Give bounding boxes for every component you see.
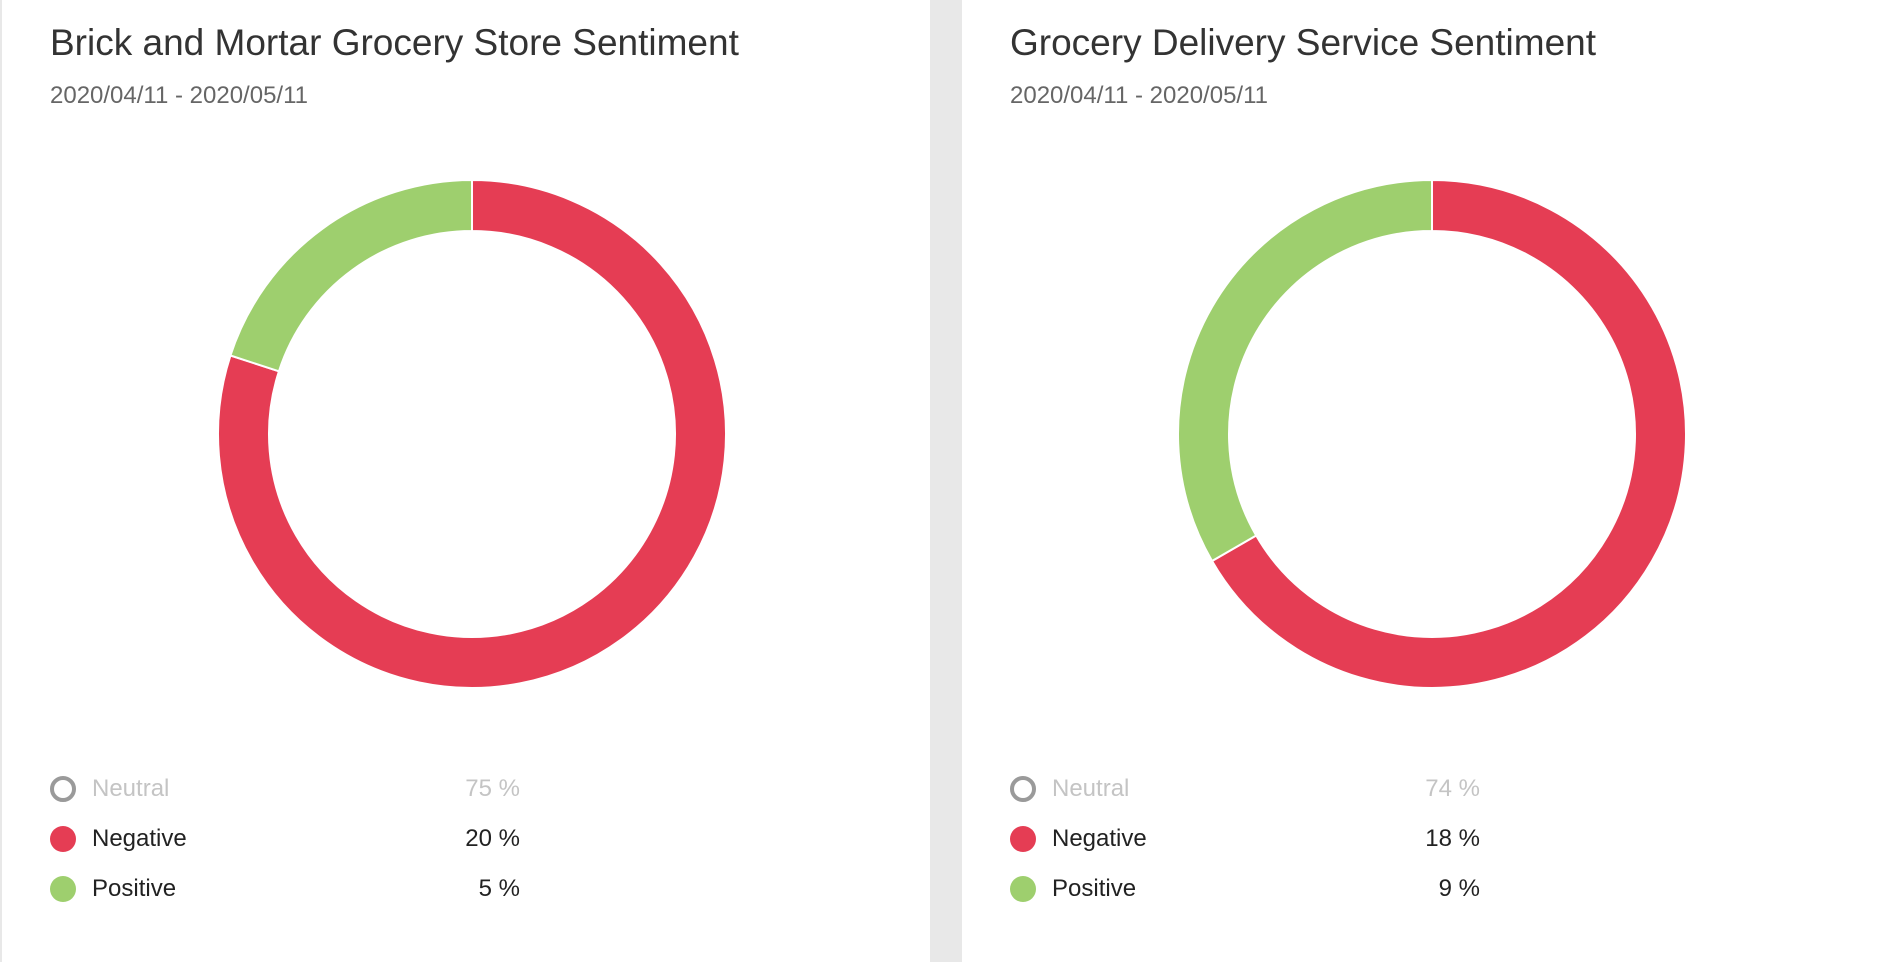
chart-date-range: 2020/04/11 - 2020/05/11	[50, 82, 308, 109]
legend-item-neutral[interactable]: Neutral 74 %	[1010, 764, 1480, 814]
positive-marker-icon	[50, 876, 76, 902]
legend-item-positive[interactable]: Positive 5 %	[50, 864, 520, 914]
neutral-marker-icon	[1010, 776, 1036, 802]
donut-chart	[217, 178, 727, 689]
donut-slice-negative[interactable]	[1210, 178, 1687, 689]
neutral-marker-icon	[50, 776, 76, 802]
chart-legend: Neutral 75 % Negative 20 % Positive 5 %	[50, 764, 520, 914]
legend-value: 18 %	[1425, 825, 1480, 852]
legend-value: 9 %	[1438, 875, 1480, 902]
legend-label: Negative	[92, 825, 187, 852]
donut-chart	[1177, 178, 1687, 689]
donut-slice-positive[interactable]	[1177, 178, 1433, 563]
legend-item-neutral[interactable]: Neutral 75 %	[50, 764, 520, 814]
legend-value: 5 %	[478, 875, 520, 902]
donut-slice-positive[interactable]	[229, 178, 473, 373]
positive-marker-icon	[1010, 876, 1036, 902]
negative-marker-icon	[1010, 826, 1036, 852]
legend-item-positive[interactable]: Positive 9 %	[1010, 864, 1480, 914]
chart-card-grocery-delivery: Grocery Delivery Service Sentiment 2020/…	[962, 0, 1890, 962]
legend-item-negative[interactable]: Negative 18 %	[1010, 814, 1480, 864]
chart-card-brick-and-mortar: Brick and Mortar Grocery Store Sentiment…	[2, 0, 930, 962]
chart-legend: Neutral 74 % Negative 18 % Positive 9 %	[1010, 764, 1480, 914]
legend-label: Negative	[1052, 825, 1147, 852]
legend-value: 74 %	[1425, 775, 1480, 802]
legend-value: 20 %	[465, 825, 520, 852]
legend-item-negative[interactable]: Negative 20 %	[50, 814, 520, 864]
legend-label: Positive	[1052, 875, 1137, 902]
legend-label: Neutral	[92, 775, 170, 802]
chart-title: Grocery Delivery Service Sentiment	[1010, 22, 1597, 63]
legend-label: Positive	[92, 875, 177, 902]
legend-label: Neutral	[1052, 775, 1130, 802]
negative-marker-icon	[50, 826, 76, 852]
chart-title: Brick and Mortar Grocery Store Sentiment	[50, 22, 739, 63]
donut-slice-negative[interactable]	[217, 178, 727, 689]
legend-value: 75 %	[465, 775, 520, 802]
chart-date-range: 2020/04/11 - 2020/05/11	[1010, 82, 1268, 109]
